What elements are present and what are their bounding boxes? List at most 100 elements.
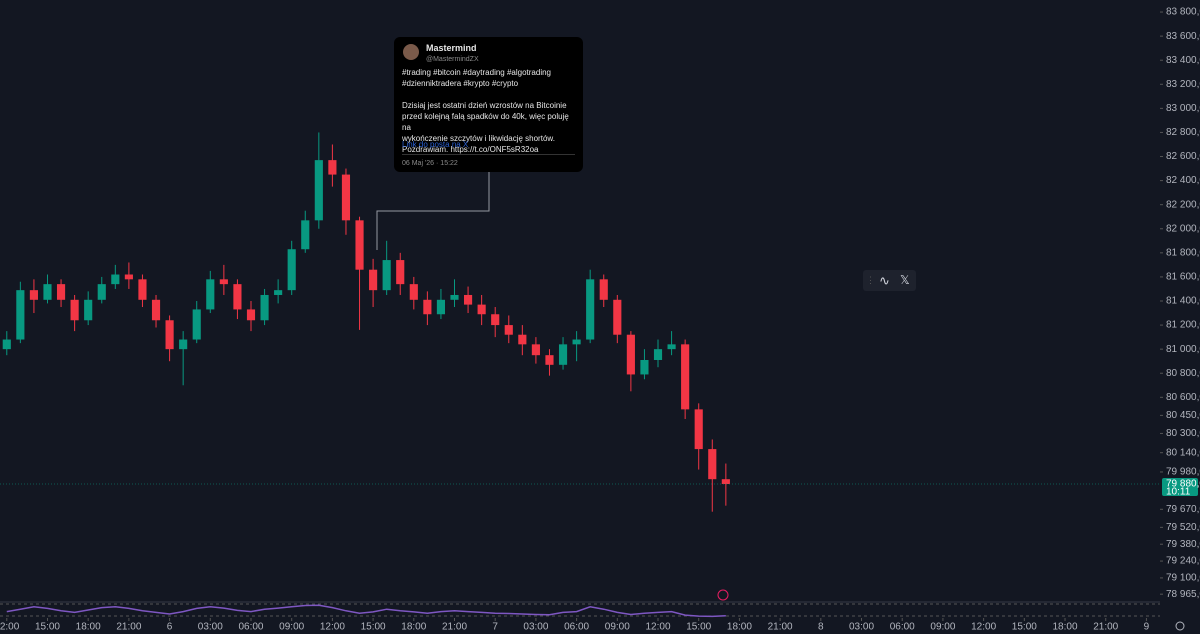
candle-body [301,220,310,250]
y-tick-label: 80 450,0 [1166,410,1200,421]
tweet-card[interactable]: Mastermind @MastermindZX #trading #bitco… [394,37,583,172]
candle-body [558,344,568,365]
tweet-line: wykończenie szczytów i likwidację shortó… [402,134,555,143]
x-tick-label: 15:00 [1012,622,1037,633]
candle-body [56,284,66,300]
candle-body [233,284,242,310]
x-tick-label: 12:00 [971,622,996,633]
y-tick-label: 83 200,0 [1166,79,1200,90]
candle-body [382,260,391,291]
x-tick-label: 12:00 [320,622,345,633]
candle-body [43,284,52,300]
y-tick-label: 79 520,0 [1166,522,1200,533]
x-tick-label: 06:00 [890,622,915,633]
x-tick-label: 12:00 [645,622,670,633]
x-tick-label: 03:00 [849,622,874,633]
y-tick-label: 78 965,0 [1166,589,1200,600]
x-tick-label: 18:00 [401,622,426,633]
candle-body [450,294,459,300]
x-button[interactable]: 𝕏 [900,273,910,287]
x-tick-label: 18:00 [76,622,101,633]
candle-body [491,314,500,326]
x-tick-label: 03:00 [523,622,548,633]
wave-button[interactable]: ∿ [879,273,890,288]
candle-body [477,304,486,315]
candle-body [138,279,147,300]
candle-body [586,279,595,340]
candle-body [708,449,717,480]
candle-body [287,249,296,291]
candle-body [179,339,188,350]
y-tick-label: 82 400,0 [1166,175,1200,186]
candle-body [260,294,269,321]
x-tick-label: 12:00 [0,622,20,633]
x-tick-label: 18:00 [727,622,752,633]
tweet-body: #trading #bitcoin #daytrading #algotradi… [402,67,577,155]
tweet-line: przed kolejną falą spadków do 40k, więc … [402,112,569,132]
tweet-name: Mastermind [426,43,477,53]
x-tick-label: 09:00 [930,622,955,633]
y-tick-label: 83 400,0 [1166,55,1200,66]
candle-body [545,355,554,365]
candle-body [165,320,174,350]
candle-body [572,339,581,345]
candle-body [423,299,432,315]
candle-body [681,344,690,410]
settings-icon[interactable] [1175,621,1185,631]
y-tick-label: 79 380,0 [1166,539,1200,550]
divider [402,154,575,155]
candle-body [192,309,201,340]
x-tick-label: 18:00 [1053,622,1078,633]
x-tick-label: 21:00 [768,622,793,633]
y-tick-label: 80 800,0 [1166,368,1200,379]
candle-body [341,174,351,221]
candle-body [369,269,378,291]
countdown: 10:11 [1166,487,1191,498]
floating-toolbar: ⋮ ∿ 𝕏 [863,270,916,291]
candle-body [151,299,161,321]
candle-body [626,334,635,375]
candle-body [97,284,106,300]
drag-handle[interactable]: ⋮ [866,275,875,285]
candle-body [667,344,676,350]
candle-body [694,409,703,450]
candle-body [436,299,446,315]
price-axis [1160,0,1200,634]
indicator-line [6,604,726,618]
x-tick-label: 21:00 [442,622,467,633]
candle-body [219,279,228,285]
annotation-connector [376,172,490,250]
tweet-link[interactable]: Link do posta na X [402,140,469,149]
x-tick-label: 9 [1144,622,1150,633]
tweet-date: 06 Maj '26 · 15:22 [402,160,458,167]
last-price-tag [1162,478,1198,497]
y-tick-label: 83 000,0 [1166,103,1200,114]
event-icon[interactable] [717,589,729,601]
y-tick-label: 83 600,0 [1166,31,1200,42]
y-tick-label: 81 200,0 [1166,320,1200,331]
candle-body [464,294,473,305]
y-tick-label: 82 800,0 [1166,127,1200,138]
y-tick-label: 81 600,0 [1166,272,1200,283]
x-tick-label: 09:00 [279,622,304,633]
candle-body [111,274,120,285]
candle-body [84,299,93,321]
candle-body [409,284,418,300]
y-tick-label: 82 200,0 [1166,199,1200,210]
candle-body [518,334,527,345]
y-tick-label: 82 600,0 [1166,151,1200,162]
x-tick-label: 06:00 [238,622,263,633]
tweet-handle: @MastermindZX [426,56,479,63]
y-tick-label: 81 000,0 [1166,344,1200,355]
candle-body [206,279,215,310]
y-tick-label: 81 400,0 [1166,296,1200,307]
last-price-label: 79 880,0 [1166,479,1200,490]
tweet-line: #dzienniktradera #krypto #crypto [402,79,519,88]
x-tick-label: 21:00 [1093,622,1118,633]
candle-body [70,299,79,321]
tweet-line: Pozdrawiam. https://t.co/ONF5sR32oa [402,145,539,154]
x-tick-label: 06:00 [564,622,589,633]
y-tick-label: 79 980,0 [1166,467,1200,478]
y-tick-label: 79 240,0 [1166,556,1200,567]
